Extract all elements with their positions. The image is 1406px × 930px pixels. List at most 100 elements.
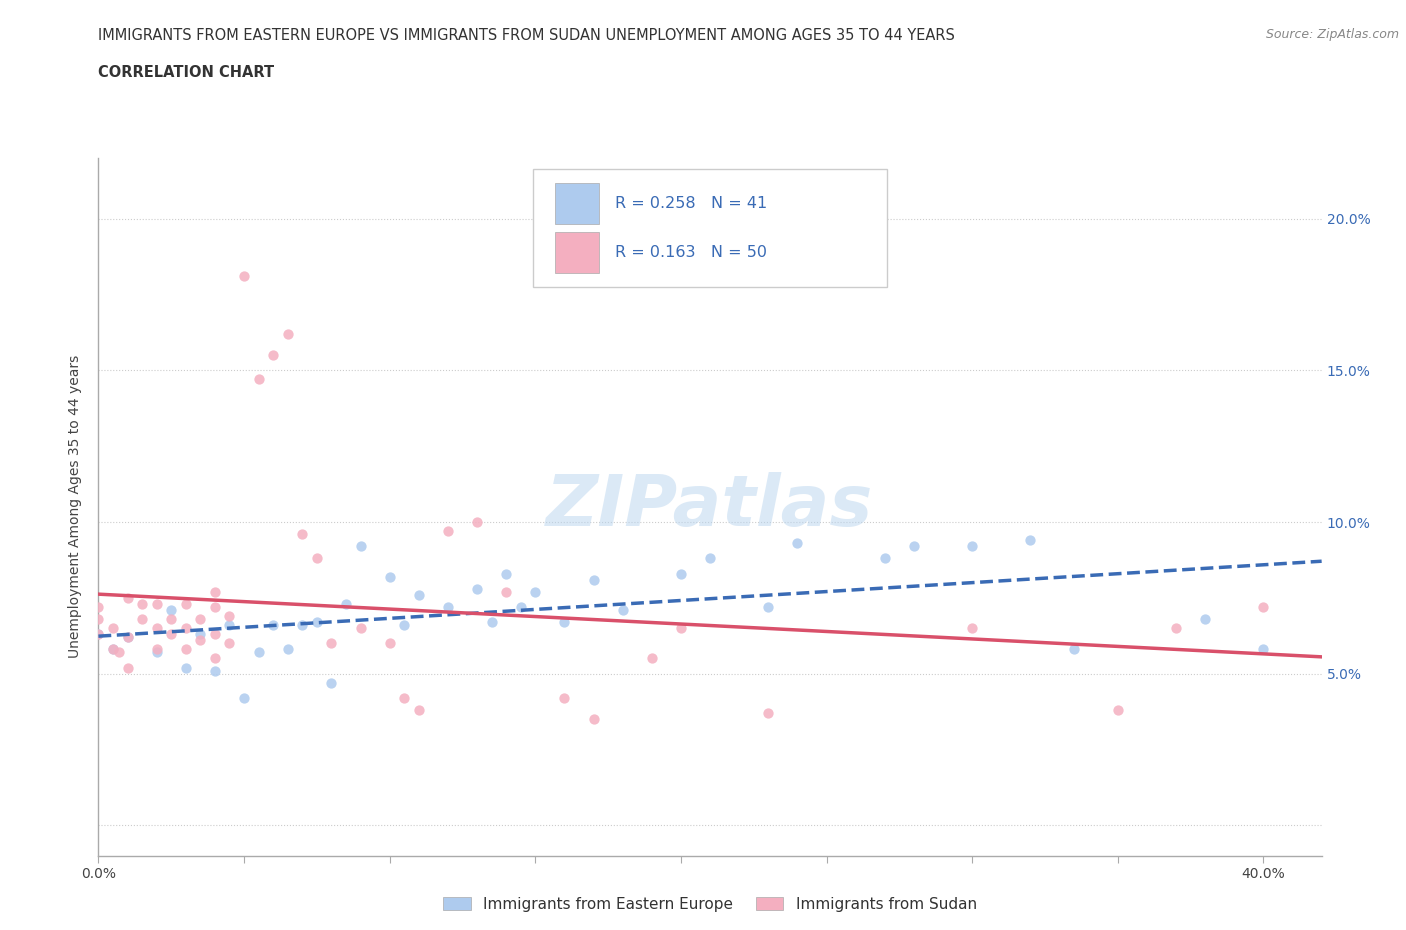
Point <box>1019 533 1042 548</box>
Point <box>188 612 212 627</box>
Point <box>233 269 256 284</box>
FancyBboxPatch shape <box>555 182 599 224</box>
Point <box>87 627 110 642</box>
Point <box>1253 600 1275 615</box>
Point <box>291 618 314 632</box>
Point <box>247 372 270 387</box>
Point <box>108 645 131 660</box>
Point <box>349 538 371 553</box>
Text: IMMIGRANTS FROM EASTERN EUROPE VS IMMIGRANTS FROM SUDAN UNEMPLOYMENT AMONG AGES : IMMIGRANTS FROM EASTERN EUROPE VS IMMIGR… <box>98 28 955 43</box>
Point <box>117 630 139 644</box>
Point <box>160 603 183 618</box>
Point <box>1253 642 1275 657</box>
Point <box>305 615 328 630</box>
Point <box>131 612 153 627</box>
Point <box>408 702 430 717</box>
Text: R = 0.258   N = 41: R = 0.258 N = 41 <box>614 196 766 211</box>
Point <box>756 706 779 721</box>
Point <box>291 526 314 541</box>
Point <box>321 636 343 651</box>
Point <box>495 584 517 599</box>
Point <box>1063 642 1085 657</box>
Point <box>378 636 401 651</box>
Point <box>117 660 139 675</box>
Point <box>903 538 925 553</box>
Point <box>174 596 197 611</box>
Point <box>582 711 605 726</box>
Point <box>117 591 139 605</box>
Point <box>481 615 503 630</box>
Point <box>101 642 124 657</box>
FancyBboxPatch shape <box>533 168 887 287</box>
Point <box>392 618 416 632</box>
Point <box>87 612 110 627</box>
Point <box>873 551 896 565</box>
Point <box>87 627 110 642</box>
Point <box>204 651 226 666</box>
Point <box>101 642 124 657</box>
Text: R = 0.163   N = 50: R = 0.163 N = 50 <box>614 245 766 259</box>
Point <box>582 572 605 587</box>
Point <box>204 663 226 678</box>
Point <box>262 348 284 363</box>
Point <box>1107 702 1129 717</box>
Point <box>756 600 779 615</box>
Point <box>160 612 183 627</box>
Point <box>669 566 692 581</box>
Point <box>305 551 328 565</box>
Point <box>233 690 256 705</box>
Point <box>465 581 488 596</box>
Point <box>188 627 212 642</box>
Point <box>524 584 547 599</box>
Point <box>277 642 299 657</box>
Point <box>669 620 692 635</box>
Point <box>204 584 226 599</box>
Point <box>277 326 299 341</box>
Point <box>335 596 357 611</box>
Point <box>262 618 284 632</box>
Point <box>437 600 460 615</box>
Point <box>174 660 197 675</box>
Point <box>786 536 808 551</box>
Text: Source: ZipAtlas.com: Source: ZipAtlas.com <box>1265 28 1399 41</box>
Text: CORRELATION CHART: CORRELATION CHART <box>98 65 274 80</box>
Point <box>101 620 124 635</box>
Point <box>218 618 240 632</box>
Point <box>1164 620 1187 635</box>
Point <box>349 620 371 635</box>
Point <box>378 569 401 584</box>
Legend: Immigrants from Eastern Europe, Immigrants from Sudan: Immigrants from Eastern Europe, Immigran… <box>437 890 983 918</box>
Text: ZIPatlas: ZIPatlas <box>547 472 873 541</box>
Point <box>553 615 575 630</box>
Point <box>174 642 197 657</box>
Point <box>87 600 110 615</box>
Point <box>145 645 167 660</box>
Point <box>247 645 270 660</box>
Point <box>218 636 240 651</box>
Point <box>204 627 226 642</box>
Point <box>509 600 531 615</box>
FancyBboxPatch shape <box>555 232 599 273</box>
Point <box>699 551 721 565</box>
Point <box>160 627 183 642</box>
Point <box>145 642 167 657</box>
Point <box>392 690 416 705</box>
Point <box>131 596 153 611</box>
Point <box>612 603 634 618</box>
Point <box>145 620 167 635</box>
Point <box>408 588 430 603</box>
Point <box>465 514 488 529</box>
Point <box>117 630 139 644</box>
Y-axis label: Unemployment Among Ages 35 to 44 years: Unemployment Among Ages 35 to 44 years <box>69 355 83 658</box>
Point <box>641 651 664 666</box>
Point <box>437 524 460 538</box>
Point <box>145 596 167 611</box>
Point <box>218 608 240 623</box>
Point <box>1194 612 1216 627</box>
Point <box>960 620 983 635</box>
Point <box>960 538 983 553</box>
Point <box>321 675 343 690</box>
Point <box>204 600 226 615</box>
Point <box>495 566 517 581</box>
Point <box>188 632 212 647</box>
